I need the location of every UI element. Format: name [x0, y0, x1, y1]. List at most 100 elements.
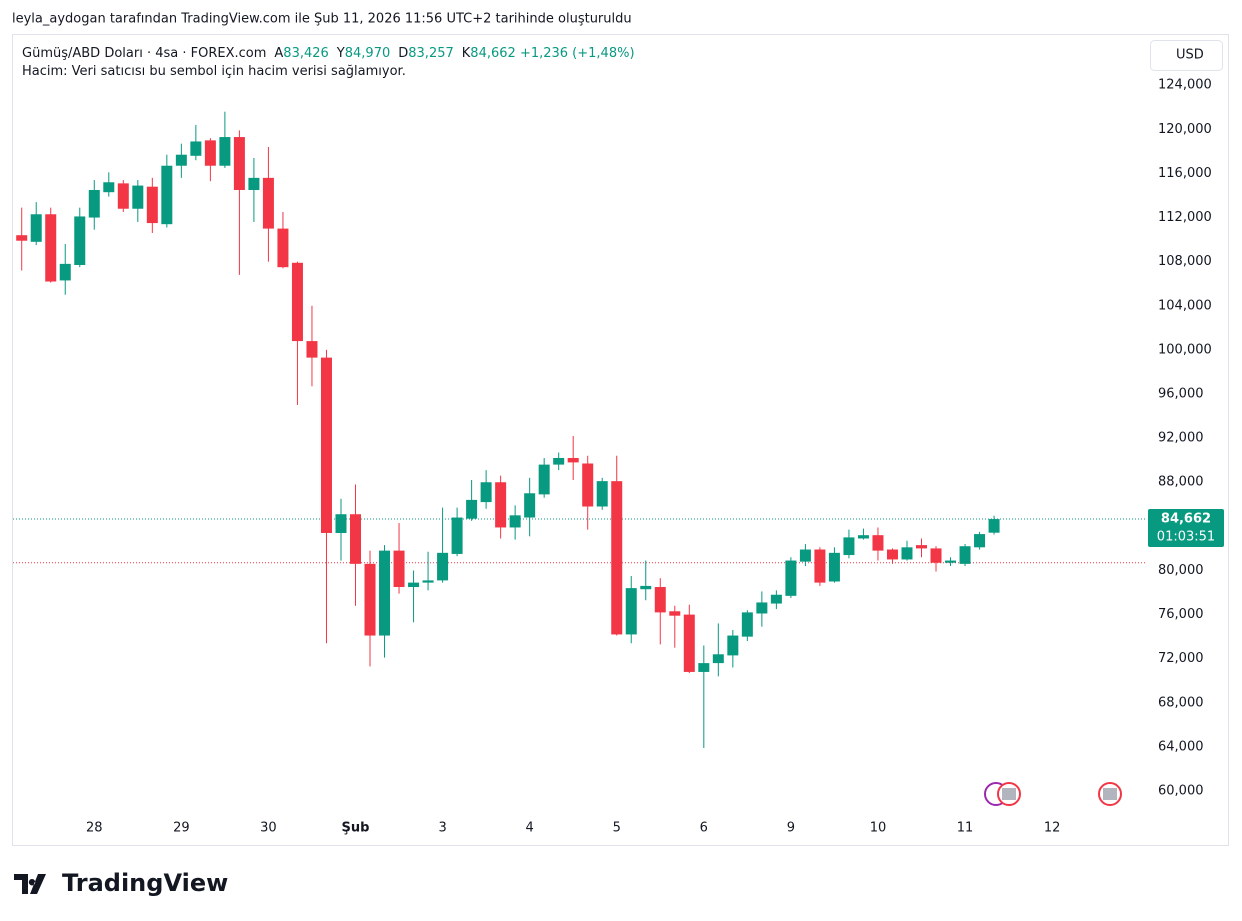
y-tick-label: 60,000 [1158, 784, 1204, 799]
candle-body [437, 552, 449, 581]
candle-body [408, 582, 420, 588]
candle-body [16, 235, 28, 241]
candle-body [146, 186, 158, 224]
candle-body [306, 341, 318, 358]
candle-body [117, 183, 129, 209]
x-tick-label: Şub [342, 821, 370, 836]
candle-body [974, 534, 986, 548]
candle-body [959, 546, 971, 564]
candle-body [88, 189, 100, 218]
candle-body [480, 482, 492, 503]
ohlc-value: 84,662 [470, 46, 516, 61]
y-tick-label: 72,000 [1158, 651, 1204, 666]
candle-body [451, 517, 463, 554]
candle-body [988, 519, 1000, 533]
candle-body [103, 182, 115, 193]
candle-body [596, 481, 608, 507]
ohlc-key: D [398, 46, 409, 61]
y-tick-label: 68,000 [1158, 695, 1204, 710]
x-tick-label: 9 [787, 821, 795, 836]
y-tick-label: 112,000 [1158, 210, 1212, 225]
candle-body [553, 457, 565, 465]
candle-body [741, 612, 753, 637]
volume-note: Hacim: Veri satıcısı bu sembol için haci… [22, 64, 406, 79]
candle-body [59, 263, 71, 281]
candle-body [248, 177, 260, 190]
price-tag [1148, 509, 1224, 548]
candle-body [625, 588, 637, 635]
ohlc-row: Gümüş/ABD Doları · 4sa · FOREX.com A83,42… [22, 45, 635, 63]
candle-body [669, 611, 681, 616]
x-tick-label: 6 [700, 821, 708, 836]
candle-body [785, 560, 797, 596]
candle-body [291, 262, 303, 342]
candle-body [350, 514, 362, 564]
candle-body [233, 137, 245, 190]
candle-body [466, 499, 478, 519]
y-tick-label: 76,000 [1158, 607, 1204, 622]
ohlc-values: A83,426 Y84,970 D83,257 K84,662 [266, 46, 515, 61]
candle-body [916, 545, 928, 549]
candle-body [756, 602, 768, 614]
price-tag-label: 84,662 [1161, 512, 1211, 527]
x-tick-label: 11 [957, 821, 974, 836]
currency: USD [1176, 48, 1204, 63]
candle-body [45, 214, 57, 282]
candle-body [567, 457, 579, 463]
candle-body [582, 463, 594, 507]
x-tick-label: 12 [1044, 821, 1061, 836]
candle-body [262, 177, 274, 229]
y-tick-label: 100,000 [1158, 342, 1212, 357]
y-tick-label: 80,000 [1158, 563, 1204, 578]
x-tick-label: 10 [870, 821, 887, 836]
price-tag-countdown: 01:03:51 [1157, 530, 1215, 545]
ohlc-value: 83,426 [283, 46, 329, 61]
candle-body [30, 214, 42, 242]
ohlc-value: 84,970 [344, 46, 391, 61]
candle-body [872, 535, 884, 551]
y-tick-label: 124,000 [1158, 78, 1212, 93]
currency-box[interactable] [1150, 40, 1223, 71]
candle-body [320, 357, 332, 533]
candle-body [945, 560, 957, 563]
y-tick-label: 104,000 [1158, 298, 1212, 313]
x-tick-label: 29 [173, 821, 190, 836]
candle-body [828, 552, 840, 582]
candle-body [727, 635, 739, 656]
candle-body [857, 535, 869, 539]
candle-body [204, 140, 216, 166]
x-tick-label: 28 [86, 821, 103, 836]
event-icons[interactable] [984, 782, 1122, 806]
logo-text: TradingView [62, 869, 228, 897]
candle-body [901, 547, 913, 560]
candle-body [190, 141, 202, 156]
candle-body [770, 594, 782, 604]
y-tick-label: 88,000 [1158, 475, 1204, 490]
candle-body [640, 585, 652, 590]
symbol[interactable]: Gümüş/ABD Doları · 4sa · FOREX.com [22, 46, 267, 61]
change: +1,236 (+1,48%) [519, 46, 635, 61]
candle-body [698, 663, 710, 672]
y-tick-label: 108,000 [1158, 254, 1212, 269]
x-tick-label: 5 [613, 821, 621, 836]
candle-body [379, 550, 391, 636]
legend: Gümüş/ABD Doları · 4sa · FOREX.com A83,42… [22, 45, 635, 81]
attribution: leyla_aydogan tarafından TradingView.com… [12, 12, 632, 27]
candle-body [611, 481, 623, 635]
chart-frame [12, 34, 1229, 846]
ohlc-key: Y [336, 46, 345, 61]
candle-body [814, 549, 826, 583]
candle-body [335, 514, 347, 533]
candle-body [422, 580, 434, 583]
y-tick-label: 64,000 [1158, 739, 1204, 754]
candle-body [161, 165, 173, 225]
ohlc-key: A [274, 46, 284, 61]
candle-body [393, 550, 405, 588]
candle-body [538, 464, 550, 495]
candle-body [886, 549, 898, 560]
candle-body [683, 614, 695, 672]
candle-body [712, 654, 724, 664]
x-tick-label: 4 [526, 821, 534, 836]
